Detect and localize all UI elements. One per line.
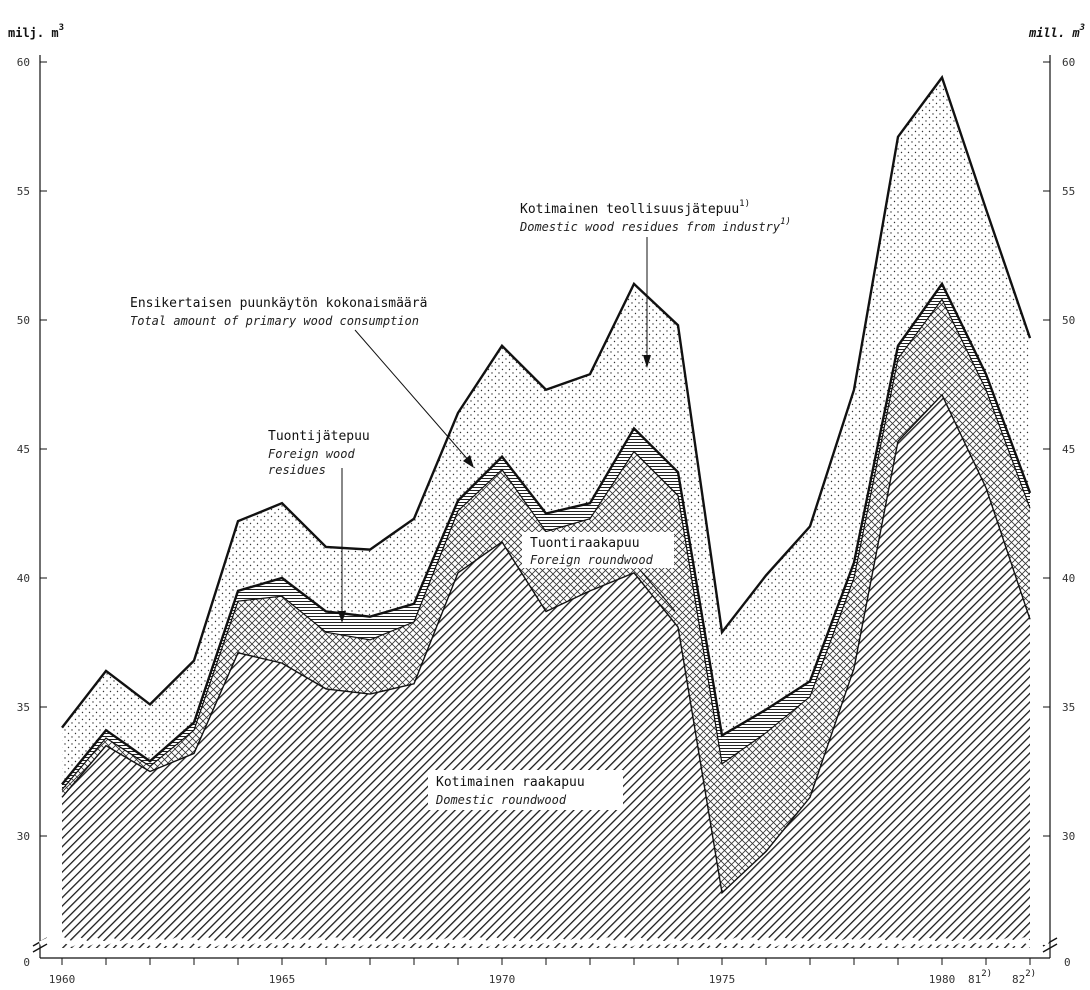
line-domestic-roundwood [61, 393, 1031, 895]
y-tick-label: 40 [1062, 572, 1075, 585]
annotation-foreign-roundwood-fi: Tuontiraakapuu [530, 536, 640, 551]
area-domestic-roundwood [62, 394, 1030, 948]
annotation-foreign-residues-en2: residues [268, 463, 326, 477]
x-ticks: 1960 1965 1970 1975 1980 812) 822) [49, 958, 1036, 986]
annotation-total-fi: Ensikertaisen puunkäytön kokonaismäärä [130, 296, 427, 311]
annotation-foreign-roundwood: Tuontiraakapuu Foreign roundwood [522, 532, 676, 612]
annotation-residues-industry-en: Domestic wood residues from industry1) [519, 217, 791, 234]
annotation-foreign-roundwood-en: Foreign roundwood [530, 553, 654, 567]
y-tick-label: 30 [1062, 830, 1075, 843]
axes-layer [39, 55, 1051, 959]
x-tick-label: 1975 [709, 973, 736, 986]
line-domestic-wood-residues-from-industry [61, 74, 1032, 729]
y-tick-label: 60 [17, 56, 30, 69]
y-ticks: 30 30 35 35 40 40 45 45 50 50 55 55 60 60 [17, 56, 1076, 843]
arrowhead-foreign-residues [338, 611, 346, 623]
y-unit-right: mill. m3 [1028, 23, 1085, 40]
annotation-domestic-roundwood-en: Domestic roundwood [435, 793, 567, 807]
x-tick-label: 822) [1012, 969, 1036, 986]
annotation-residues-industry-fi: Kotimainen teollisuusjätepuu1) [520, 199, 750, 217]
area-domestic-wood-residues-from-industry [62, 77, 1030, 785]
y-tick-label: 60 [1062, 56, 1075, 69]
annotation-domestic-roundwood-fi: Kotimainen raakapuu [436, 775, 585, 790]
y-tick-label: 35 [17, 701, 30, 714]
y-tick-label: 55 [17, 185, 30, 198]
annotation-foreign-residues: Tuontijätepuu Foreign wood residues [268, 429, 370, 623]
y-tick-label: 45 [17, 443, 30, 456]
annotation-domestic-roundwood: Kotimainen raakapuu Domestic roundwood [428, 770, 623, 810]
y-tick-label: 55 [1062, 185, 1075, 198]
annotation-foreign-residues-en1: Foreign wood [268, 447, 355, 461]
arrowhead-total [463, 455, 474, 468]
x-tick-label: 1980 [929, 973, 956, 986]
line-foreign-wood-residues [61, 281, 1032, 786]
x-tick-label: 1970 [489, 973, 516, 986]
annotation-foreign-residues-fi: Tuontijätepuu [268, 429, 370, 444]
lines-layer [61, 74, 1032, 895]
axis-break-mark [32, 937, 1058, 953]
arrowhead-residues-industry [643, 355, 651, 368]
y-tick-label: 50 [17, 314, 30, 327]
y-tick-label: 45 [1062, 443, 1075, 456]
x-tick-label: 1960 [49, 973, 76, 986]
y-tick-label: 40 [17, 572, 30, 585]
y-tick-label: 30 [17, 830, 30, 843]
annotation-total-en: Total amount of primary wood consumption [130, 314, 419, 328]
annotation-residues-industry: Kotimainen teollisuusjätepuu1) Domestic … [519, 199, 791, 368]
x-tick-label: 1965 [269, 973, 296, 986]
y-tick-label: 50 [1062, 314, 1075, 327]
x-tick-label: 812) [968, 969, 992, 986]
y-tick-label: 35 [1062, 701, 1075, 714]
area-foreign-roundwood [62, 299, 1030, 893]
arrow-total [354, 329, 471, 463]
line-foreign-roundwood [61, 298, 1031, 790]
y-unit-left: milj. m3 [8, 23, 64, 40]
y-baseline-label-right: 0 [1064, 956, 1071, 969]
y-baseline-label: 0 [23, 956, 30, 969]
annotation-total: Ensikertaisen puunkäytön kokonaismäärä T… [130, 296, 474, 468]
label-bg-foreign-roundwood [522, 532, 674, 568]
label-bg-domestic-roundwood [428, 770, 623, 810]
areas-layer [62, 77, 1030, 948]
arrow-foreign-roundwood [639, 569, 676, 612]
